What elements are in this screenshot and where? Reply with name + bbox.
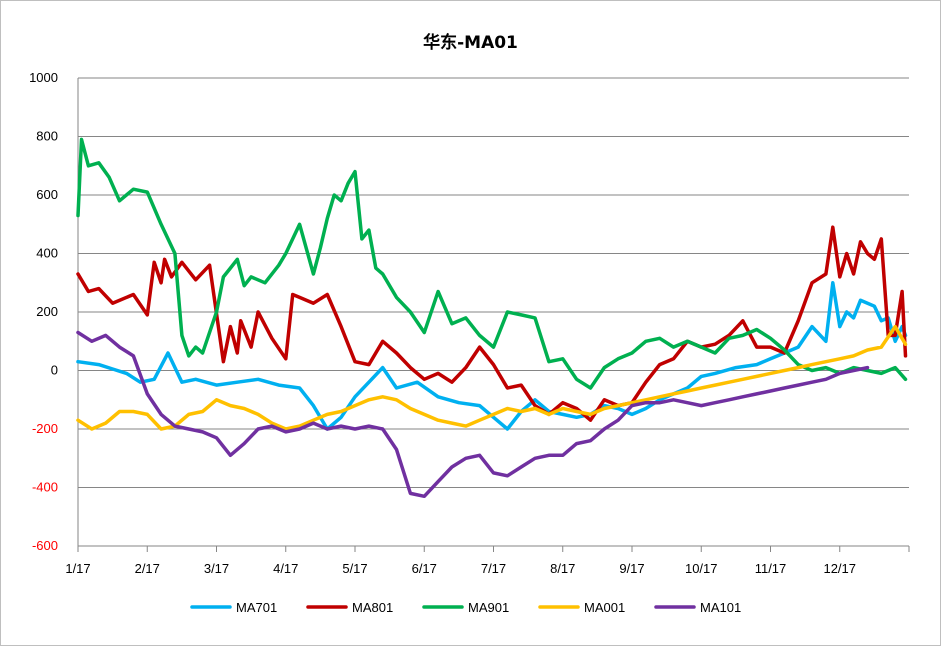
x-tick-label: 10/17	[685, 561, 718, 576]
gridlines	[78, 77, 909, 488]
x-tick-label: 6/17	[412, 561, 437, 576]
x-tick-label: 1/17	[65, 561, 90, 576]
x-tick-label: 5/17	[342, 561, 367, 576]
legend-label: MA101	[700, 600, 741, 615]
legend-label: MA901	[468, 600, 509, 615]
y-tick-label: -600	[32, 538, 58, 553]
series-lines	[76, 137, 908, 499]
y-tick-label: 400	[36, 246, 58, 261]
series-line-ma701	[76, 281, 908, 431]
legend-label: MA701	[236, 600, 277, 615]
series-line-ma001	[76, 324, 908, 431]
y-tick-label: -400	[32, 480, 58, 495]
x-tick-label: 8/17	[550, 561, 575, 576]
legend: MA701 MA801 MA901 MA001 MA101	[190, 600, 741, 615]
y-tick-label: -200	[32, 421, 58, 436]
x-tick-label: 4/17	[273, 561, 298, 576]
x-tick-label: 12/17	[823, 561, 856, 576]
series-line-ma901	[76, 137, 908, 390]
x-tick-label: 9/17	[619, 561, 644, 576]
x-tick-label: 2/17	[135, 561, 160, 576]
y-tick-label: 1000	[29, 70, 58, 85]
x-tick-label: 11/17	[755, 561, 787, 576]
y-tick-label: 200	[36, 304, 58, 319]
series-line-ma101	[76, 330, 870, 499]
legend-label: MA801	[352, 600, 393, 615]
y-tick-label: 800	[36, 129, 58, 144]
y-tick-label: 0	[51, 363, 58, 378]
x-tick-label: 7/17	[481, 561, 506, 576]
x-tick-label: 3/17	[204, 561, 229, 576]
chart-title: 华东-MA01	[423, 33, 518, 53]
legend-label: MA001	[584, 600, 625, 615]
series-line-ma801	[76, 225, 908, 422]
axes: 1000 800 600 400 200 0 -200 -400 -600 1/17 2/17 3/1…	[29, 70, 910, 576]
y-tick-label: 600	[36, 187, 58, 202]
